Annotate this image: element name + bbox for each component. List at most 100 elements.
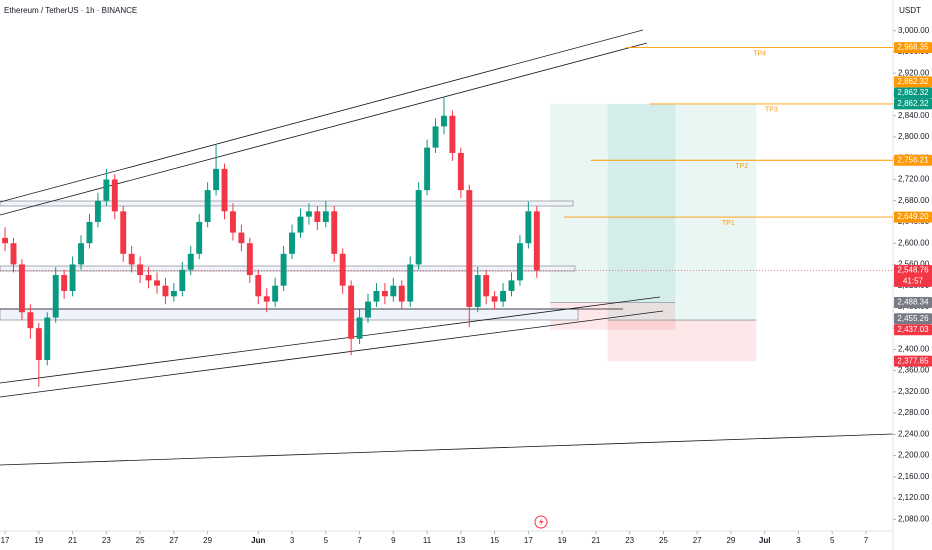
candle-body	[103, 179, 110, 201]
trend-line	[0, 29, 644, 203]
candle-body	[52, 275, 59, 318]
candle-body	[525, 211, 532, 244]
candle-body	[322, 211, 329, 222]
candle-body	[196, 221, 203, 254]
y-tick-label: 2,920.00	[898, 68, 930, 77]
y-tick-label: 2,240.00	[898, 429, 930, 438]
candle-body	[289, 232, 295, 254]
candle-body	[137, 264, 144, 276]
zone	[0, 200, 574, 207]
candle-body	[508, 280, 515, 291]
x-tick-label: 29	[203, 536, 212, 545]
candle-body	[221, 168, 228, 212]
candle-body	[356, 317, 363, 339]
price-tag	[894, 324, 932, 336]
price-tag-label: 2,437.03	[897, 325, 929, 334]
price-tag-label: 2,455.26	[897, 314, 929, 323]
candle-body	[230, 211, 236, 233]
candle-body	[18, 264, 25, 313]
y-tick-label: 2,840.00	[898, 111, 930, 120]
x-tick-label: 29	[726, 536, 735, 545]
zone	[0, 308, 579, 321]
price-tag	[894, 355, 932, 367]
price-tag-label: 2,968.35	[897, 43, 929, 52]
x-tick-label: 3	[796, 536, 801, 545]
candle-body	[128, 253, 135, 265]
candle-body	[500, 290, 507, 302]
icon-bolt[interactable]	[539, 518, 544, 526]
x-tick-label: 5	[830, 536, 835, 545]
candle-body	[483, 275, 490, 297]
x-tick-label: 17	[524, 536, 533, 545]
candle-body	[491, 296, 498, 302]
candle-body	[314, 211, 321, 222]
y-tick-label: 2,800.00	[898, 132, 930, 141]
y-tick-label: 2,120.00	[898, 493, 930, 502]
candle-body	[339, 253, 346, 286]
price-tag	[894, 313, 932, 325]
price-tag	[894, 98, 932, 110]
replay-icon[interactable]	[534, 515, 548, 529]
x-tick-label: 17	[1, 536, 10, 545]
x-tick-label: 25	[659, 536, 668, 545]
y-tick-label: 2,400.00	[898, 345, 930, 354]
x-tick-label: 15	[490, 536, 499, 545]
candle-body	[86, 221, 93, 244]
candle-body	[10, 243, 17, 265]
x-tick-label: Jul	[759, 536, 771, 545]
drawings	[0, 29, 894, 466]
candle-body	[305, 211, 312, 217]
target-name: TP2	[735, 163, 748, 170]
x-tick-label: 23	[625, 536, 634, 545]
y-tick-label: 2,560.00	[898, 260, 930, 269]
candle-body	[154, 280, 160, 286]
candle-body	[407, 264, 414, 302]
candle-body	[246, 243, 253, 276]
x-tick-label: 19	[558, 536, 567, 545]
trend-line	[0, 296, 661, 384]
price-tag-label: 2,756.21	[897, 155, 929, 164]
target-name: TP3	[765, 107, 778, 114]
candle-body	[348, 285, 355, 339]
candle-body	[381, 290, 388, 297]
price-tag-label: 2,377.85	[897, 356, 929, 365]
candle-body	[449, 115, 456, 153]
candle-body	[263, 296, 270, 302]
y-tick-label: 2,360.00	[898, 366, 930, 375]
candle-body	[424, 147, 431, 191]
y-tick-label: 2,280.00	[898, 408, 930, 417]
target-name: TP4	[753, 50, 766, 57]
candle-body	[145, 275, 152, 281]
candle-body	[516, 243, 523, 281]
y-tick-label: 2,160.00	[898, 472, 930, 481]
candle-body	[213, 168, 220, 191]
x-tick-label: 23	[102, 536, 111, 545]
candle-body	[204, 190, 211, 222]
y-tick-label: 2,200.00	[898, 451, 930, 460]
candle-body	[111, 179, 118, 212]
candle-body	[533, 211, 540, 271]
price-tag	[894, 211, 932, 223]
trend-line	[0, 310, 664, 398]
currency-label: USDT	[899, 6, 921, 15]
x-tick-label: 7	[357, 536, 362, 545]
candle-body	[415, 190, 422, 265]
candle-body	[238, 232, 245, 244]
candle-body	[466, 190, 473, 307]
candle-body	[2, 237, 9, 244]
x-tick-label: 19	[34, 536, 43, 545]
x-tick-label: 11	[423, 536, 432, 545]
candle-body	[170, 290, 177, 297]
candle-body	[457, 152, 464, 191]
target-name: TP1	[722, 220, 735, 227]
candle-body	[474, 275, 481, 307]
candle-body	[35, 328, 42, 361]
position-profit	[607, 103, 757, 321]
candle-body	[432, 126, 439, 148]
price-tag-label: 2,649.20	[897, 212, 929, 221]
candle-body	[272, 285, 279, 302]
x-tick-label: 27	[693, 536, 702, 545]
price-tag	[894, 42, 932, 54]
candle-body	[162, 285, 169, 297]
